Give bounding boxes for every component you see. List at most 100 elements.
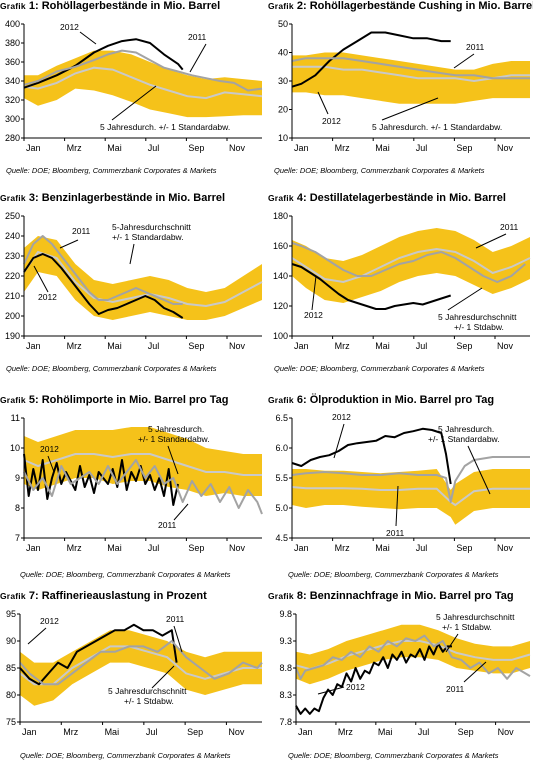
series-line-2011 — [19, 640, 263, 686]
std-band — [292, 228, 530, 303]
y-tick-label: 340 — [5, 76, 20, 86]
x-tick-label: Jul — [418, 727, 430, 737]
y-tick-label: 8.3 — [279, 690, 292, 700]
annotation-arrow — [311, 275, 317, 311]
grafik-number: 6 — [296, 394, 303, 406]
x-tick-label: Mrz — [67, 543, 82, 553]
x-tick-label: Mai — [375, 143, 390, 153]
chart-source: Quelle: DOE; Bloomberg, Commerzbank Corp… — [6, 364, 217, 373]
x-tick-label: Sep — [188, 143, 204, 153]
y-tick-label: 200 — [5, 311, 20, 321]
grafik-number: 7 — [28, 590, 35, 602]
annotation-label: +/- 1 Standardabw. — [112, 232, 184, 242]
x-tick-label: Jul — [148, 143, 160, 153]
y-tick-label: 30 — [278, 76, 288, 86]
y-tick-label: 140 — [273, 271, 288, 281]
chart-plot-7: 75 80 85 90 95 Jan Mrz Mai Jul Sep Nov 2012 2011 5 Ja… — [6, 609, 263, 737]
y-tick-label: 5.5 — [275, 473, 288, 483]
annotation-label: 2011 — [386, 528, 405, 538]
series-line-2012 — [291, 31, 451, 88]
x-tick-label: Sep — [188, 341, 204, 351]
x-tick-label: Jul — [416, 543, 428, 553]
chart-panel-4: Grafik 4: Destillatelagerbestände in Mio… — [268, 192, 531, 380]
y-tick-label: 190 — [5, 331, 20, 341]
y-tick-label: 210 — [5, 291, 20, 301]
x-tick-label: Sep — [456, 143, 472, 153]
chart-panel-3: Grafik 3: Benzinlagerbestände in Mio. Ba… — [0, 192, 263, 380]
y-tick-label: 8 — [15, 503, 20, 513]
x-tick-label: Sep — [456, 341, 472, 351]
y-tick-label: 90 — [6, 636, 16, 646]
annotation-label: 2011 — [466, 42, 485, 52]
grafik-label: Grafik — [0, 1, 26, 11]
x-tick-label: Sep — [456, 543, 472, 553]
x-tick-label: Sep — [458, 727, 474, 737]
series-line-2012 — [23, 453, 179, 506]
y-tick-label: 8.8 — [279, 663, 292, 673]
annotation-arrow — [381, 97, 439, 121]
series-line-2012 — [291, 263, 452, 310]
title-text: Destillatelagerbestände in Mio. Barrel — [309, 192, 506, 204]
annotation-arrow — [167, 445, 179, 475]
grafik-number: 2 — [296, 0, 303, 12]
x-tick-label: Nov — [497, 143, 514, 153]
five-year-average-line — [23, 250, 263, 308]
chart-plot-4: 100 120 140 160 180 Jan Mrz Mai Jul Sep Nov 2011 201… — [273, 211, 531, 351]
series-line-2011 — [23, 235, 183, 305]
x-tick-label: Jul — [148, 543, 160, 553]
five-year-average-line — [23, 66, 263, 100]
y-tick-label: 40 — [278, 48, 288, 58]
chart-plot-6: 4.5 5.0 5.5 6.0 6.5 Jan Mrz Mai Jul Sep Nov 2012 201… — [275, 412, 530, 553]
annotation-label: 5 Jahresdurchschnitt — [438, 312, 517, 322]
series-line-2012 — [295, 642, 452, 715]
annotation-arrow — [475, 233, 507, 249]
title-text: Benzinlagerbestände in Mio. Barrel — [41, 192, 226, 204]
x-tick-label: Nov — [229, 143, 246, 153]
x-tick-label: Jan — [294, 143, 309, 153]
annotation-arrow — [453, 53, 475, 69]
grafik-number: 4 — [296, 192, 303, 204]
series-line-2012 — [19, 623, 178, 686]
annotation-label: 5 Jahresdurch. +/- 1 Standardabw. — [372, 122, 502, 132]
x-tick-label: Jan — [294, 543, 309, 553]
chart-source: Quelle: DOE; Bloomberg, Commerzbank Corp… — [20, 570, 231, 579]
annotation-arrow — [463, 661, 487, 683]
annotation-arrow — [395, 485, 399, 527]
std-band — [24, 236, 262, 320]
y-tick-label: 400 — [5, 19, 20, 29]
chart-panel-1: Grafik 1: Rohöllagerbestände in Mio. Bar… — [0, 0, 263, 178]
title-text: Rohölimporte in Mio. Barrel pro Tag — [41, 394, 229, 406]
y-tick-label: 11 — [11, 413, 20, 423]
annotation-label: 5 Jahresdurchschnitt — [436, 612, 515, 622]
y-tick-label: 20 — [278, 105, 288, 115]
chart-source: Quelle: DOE; Bloomberg, Commerzbank Corp… — [288, 751, 499, 760]
x-tick-label: Mrz — [63, 727, 78, 737]
series-line-2012 — [291, 427, 452, 485]
annotation-arrow — [317, 686, 345, 695]
annotation-arrow — [189, 43, 207, 73]
y-tick-label: 6.5 — [275, 413, 288, 423]
y-tick-label: 9 — [15, 473, 20, 483]
annotation-label: 2012 — [40, 444, 59, 454]
y-tick-label: 160 — [273, 241, 288, 251]
annotation-label: +/- 1 Stdabw. — [124, 696, 174, 706]
grafik-label: Grafik — [268, 1, 294, 11]
annotation-label: 5 Jahresdurch. — [438, 424, 494, 434]
y-tick-label: 10 — [10, 443, 20, 453]
annotation-arrow — [317, 91, 329, 115]
annotation-label: 5 Jahresdurch. +/- 1 Standardabw. — [100, 122, 230, 132]
x-tick-label: Jul — [416, 143, 428, 153]
y-tick-label: 230 — [5, 251, 20, 261]
y-tick-label: 85 — [6, 663, 16, 673]
chart-plot-3: 190 200 210 220 230 240 250 Jan Mrz Mai Jul Sep Nov 2… — [5, 211, 263, 351]
series-line-2011 — [295, 634, 531, 680]
annotation-label: 2012 — [322, 116, 341, 126]
annotation-arrow — [59, 239, 79, 249]
chart-title: Grafik 4: Destillatelagerbestände in Mio… — [268, 192, 506, 204]
y-tick-label: 10 — [278, 133, 288, 143]
annotation-label: 2011 — [446, 684, 465, 694]
x-tick-label: Nov — [229, 543, 246, 553]
y-tick-label: 80 — [6, 690, 16, 700]
x-tick-label: Jan — [22, 727, 37, 737]
title-text: Benzinnachfrage in Mio. Barrel pro Tag — [309, 590, 514, 602]
